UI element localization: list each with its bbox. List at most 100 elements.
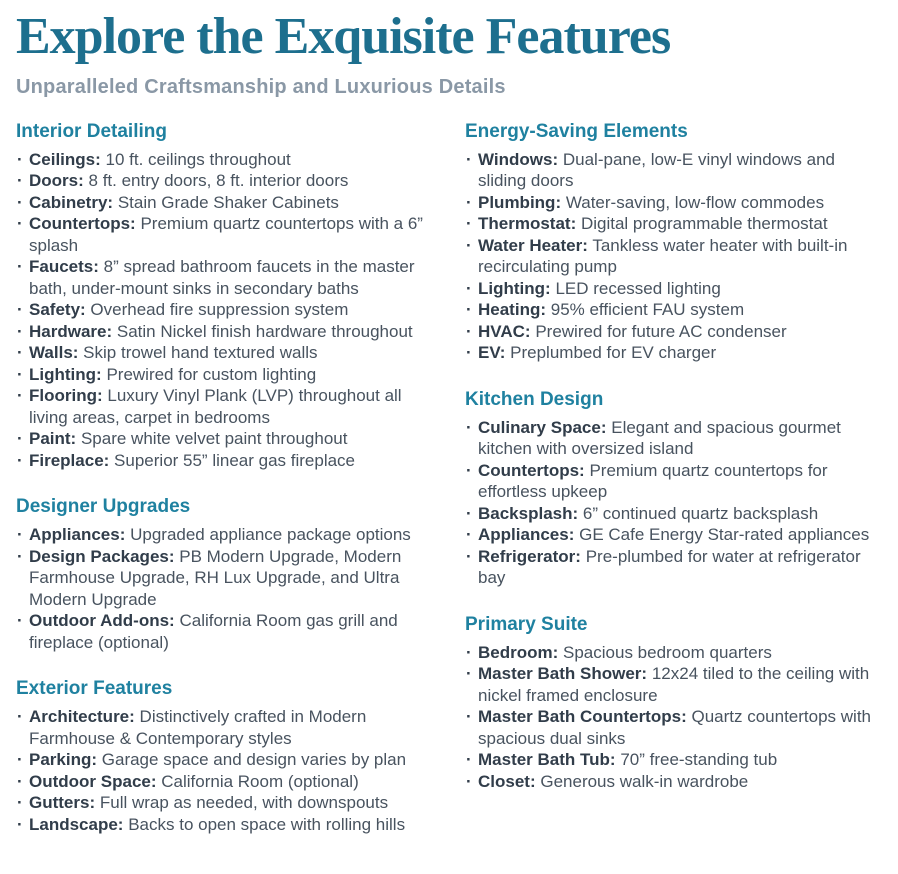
item-label: Design Packages: bbox=[29, 546, 175, 566]
feature-item: · Safety: Overhead fire suppression syste… bbox=[16, 299, 435, 321]
bullet-icon: · bbox=[466, 417, 472, 437]
bullet-icon: · bbox=[17, 707, 23, 727]
section-heading: Exterior Features bbox=[16, 678, 173, 700]
bullet-icon: · bbox=[17, 611, 23, 631]
feature-item: · Bedroom: Spacious bedroom quarters bbox=[465, 642, 884, 664]
item-label: Plumbing: bbox=[478, 192, 562, 212]
item-label: Appliances: bbox=[29, 525, 126, 545]
item-text: Stain Grade Shaker Cabinets bbox=[117, 192, 339, 212]
feature-item: · Appliances: Upgraded appliance package … bbox=[16, 524, 435, 546]
bullet-icon: · bbox=[466, 149, 472, 169]
features-grid: Interior Detailing · Ceilings: 10 ft. ceil… bbox=[16, 121, 884, 835]
bullet-icon: · bbox=[17, 771, 23, 791]
feature-list: · Culinary Space: Elegant and spacious go… bbox=[465, 417, 884, 589]
bullet-icon: · bbox=[17, 321, 23, 341]
item-label: Paint: bbox=[29, 429, 77, 449]
item-text: Elegant and spacious gourmet kitchen wit… bbox=[478, 417, 841, 459]
feature-item: · Culinary Space: Elegant and spacious go… bbox=[465, 417, 884, 460]
feature-item: · Lighting: LED recessed lighting bbox=[465, 278, 884, 300]
item-label: Countertops: bbox=[478, 460, 585, 480]
bullet-icon: · bbox=[17, 525, 23, 545]
feature-item: · Countertops: Premium quartz countertops… bbox=[465, 460, 884, 503]
item-text: Quartz countertops with spacious dual si… bbox=[478, 707, 871, 748]
item-label: Gutters: bbox=[29, 793, 96, 813]
page-title: Explore the Exquisite Features bbox=[16, 8, 671, 65]
bullet-icon: · bbox=[466, 300, 472, 320]
item-label: Culinary Space: bbox=[478, 417, 607, 437]
section-heading: Kitchen Design bbox=[465, 388, 604, 410]
feature-section: Energy-Saving Elements · Windows: Dual-pan… bbox=[465, 121, 884, 364]
item-text: Distinctively crafted in Modern Farmhous… bbox=[29, 707, 367, 748]
bullet-icon: · bbox=[17, 300, 23, 320]
item-text: Generous walk-in wardrobe bbox=[540, 771, 749, 791]
bullet-icon: · bbox=[466, 525, 472, 545]
section-heading: Interior Detailing bbox=[16, 121, 167, 143]
item-text: PB Modern Upgrade, Modern Farmhouse Upgr… bbox=[29, 546, 402, 609]
item-text: 10 ft. ceilings throughout bbox=[105, 149, 291, 169]
item-text: 6” continued quartz backsplash bbox=[582, 503, 819, 523]
bullet-icon: · bbox=[466, 235, 472, 255]
feature-item: · Appliances: GE Cafe Energy Star-rated a… bbox=[465, 524, 884, 546]
feature-item: · Refrigerator: Pre-plumbed for water at … bbox=[465, 546, 884, 589]
feature-item: · Cabinetry: Stain Grade Shaker Cabinets bbox=[16, 192, 435, 214]
item-label: Master Bath Shower: bbox=[478, 664, 648, 684]
feature-item: · Master Bath Tub: 70” free-standing tub bbox=[465, 749, 884, 771]
item-label: Outdoor Space: bbox=[29, 771, 157, 791]
feature-item: · Thermostat: Digital programmable thermo… bbox=[465, 213, 884, 235]
item-text: Full wrap as needed, with downspouts bbox=[99, 793, 389, 813]
bullet-icon: · bbox=[17, 149, 23, 169]
item-label: Faucets: bbox=[29, 257, 99, 277]
feature-item: · Walls: Skip trowel hand textured walls bbox=[16, 342, 435, 364]
feature-list: · Windows: Dual-pane, low-E vinyl windows… bbox=[465, 149, 884, 364]
bullet-icon: · bbox=[466, 192, 472, 212]
bullet-icon: · bbox=[17, 814, 23, 834]
bullet-icon: · bbox=[17, 192, 23, 212]
item-label: Landscape: bbox=[29, 814, 124, 834]
item-label: Thermostat: bbox=[478, 214, 577, 234]
item-text: Premium quartz countertops for effortles… bbox=[478, 460, 828, 502]
bullet-icon: · bbox=[17, 750, 23, 770]
feature-item: · Hardware: Satin Nickel finish hardware … bbox=[16, 321, 435, 343]
item-text: Skip trowel hand textured walls bbox=[83, 343, 318, 363]
bullet-icon: · bbox=[17, 171, 23, 191]
feature-item: · Lighting: Prewired for custom lighting bbox=[16, 364, 435, 386]
item-label: Hardware: bbox=[29, 321, 113, 341]
item-text: LED recessed lighting bbox=[555, 278, 721, 298]
item-text: Backs to open space with rolling hills bbox=[128, 814, 406, 834]
feature-item: · Water Heater: Tankless water heater wit… bbox=[465, 235, 884, 278]
bullet-icon: · bbox=[17, 429, 23, 449]
item-label: HVAC: bbox=[478, 321, 531, 341]
page-subtitle: Unparalleled Craftsmanship and Luxurious… bbox=[16, 76, 506, 99]
item-text: Tankless water heater with built-in reci… bbox=[478, 235, 848, 277]
feature-item: · Paint: Spare white velvet paint through… bbox=[16, 428, 435, 450]
feature-item: · Architecture: Distinctively crafted in … bbox=[16, 706, 435, 749]
item-text: Luxury Vinyl Plank (LVP) throughout all … bbox=[29, 386, 402, 427]
bullet-icon: · bbox=[466, 460, 472, 480]
feature-list: · Bedroom: Spacious bedroom quarters · Mast… bbox=[465, 642, 884, 793]
item-text: 8” spread bathroom faucets in the master… bbox=[29, 257, 415, 298]
bullet-icon: · bbox=[17, 364, 23, 384]
item-label: Heating: bbox=[478, 300, 546, 320]
bullet-icon: · bbox=[17, 343, 23, 363]
item-label: Architecture: bbox=[29, 707, 135, 727]
section-heading: Designer Upgrades bbox=[16, 496, 191, 518]
feature-item: · Plumbing: Water-saving, low-flow commod… bbox=[465, 192, 884, 214]
bullet-icon: · bbox=[17, 450, 23, 470]
bullet-icon: · bbox=[466, 278, 472, 298]
bullet-icon: · bbox=[466, 642, 472, 662]
feature-item: · Fireplace: Superior 55” linear gas fire… bbox=[16, 450, 435, 472]
item-label: Lighting: bbox=[478, 278, 551, 298]
item-text: California Room (optional) bbox=[161, 771, 359, 791]
feature-item: · Outdoor Space: California Room (optiona… bbox=[16, 771, 435, 793]
bullet-icon: · bbox=[466, 750, 472, 770]
feature-item: · Faucets: 8” spread bathroom faucets in … bbox=[16, 256, 435, 299]
feature-item: · HVAC: Prewired for future AC condenser bbox=[465, 321, 884, 343]
item-text: Digital programmable thermostat bbox=[580, 214, 828, 234]
item-label: Backsplash: bbox=[478, 503, 579, 523]
item-text: Pre-plumbed for water at refrigerator ba… bbox=[478, 546, 861, 588]
item-text: Garage space and design varies by plan bbox=[101, 750, 407, 770]
column-left: Interior Detailing · Ceilings: 10 ft. ceil… bbox=[16, 121, 435, 835]
feature-item: · Flooring: Luxury Vinyl Plank (LVP) thro… bbox=[16, 385, 435, 428]
feature-list: · Ceilings: 10 ft. ceilings throughout · Do… bbox=[16, 149, 435, 472]
